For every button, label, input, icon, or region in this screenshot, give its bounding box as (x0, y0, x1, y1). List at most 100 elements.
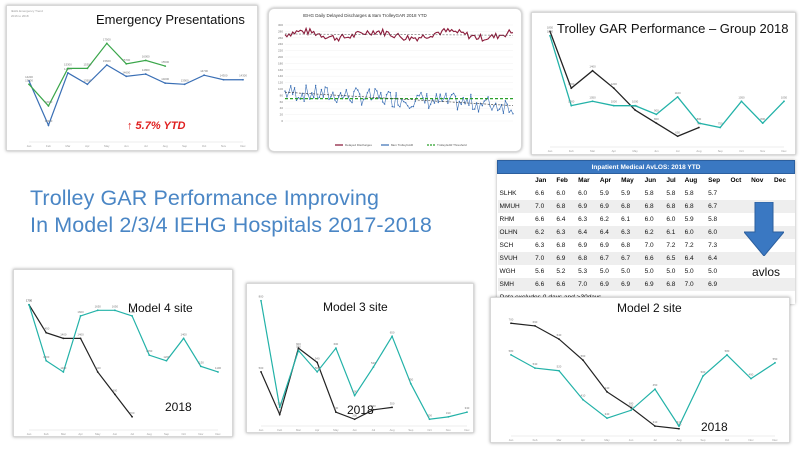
trolleygar-point (412, 105, 415, 108)
trolleygar-point (452, 92, 455, 95)
data-label: 1400 (589, 65, 596, 69)
data-label: 1400 (60, 332, 67, 336)
group-title: Trolley GAR Performance – Group 2018 (557, 21, 789, 36)
trolleygar-point (389, 91, 392, 94)
series-line (28, 304, 133, 418)
x-tick-label: Mar (296, 428, 301, 432)
x-tick-label: Sep (701, 438, 706, 442)
table-row: RHM 6.6 6.4 6.3 6.2 6.1 6.0 6.0 5.9 5.8 (498, 213, 795, 226)
series-line (28, 64, 243, 127)
x-tick-label: Feb (533, 438, 538, 442)
x-tick-label: May (632, 149, 638, 153)
data-label: 500 (701, 370, 706, 374)
trolleygar-point (351, 101, 353, 104)
avlos-cell: 5.8 (644, 189, 654, 197)
delayed-discharges-line (284, 26, 514, 43)
data-point (570, 104, 573, 107)
x-tick-label: Jan (548, 149, 553, 153)
data-point (45, 359, 48, 362)
month-column-header: Jun (642, 173, 665, 187)
trolleygar-point (383, 103, 386, 105)
avlos-cell: 6.8 (621, 241, 631, 249)
avlos-cell: 6.3 (554, 225, 577, 239)
x-tick-label: Apr (581, 438, 585, 442)
data-label: 310 (653, 420, 658, 424)
data-label: 13900 (25, 78, 33, 82)
avlos-cell: 6.9 (554, 251, 577, 265)
data-label: 10300 (45, 119, 53, 123)
x-tick-label: Apr (315, 428, 319, 432)
table-row: SLHK 6.6 6.0 6.0 5.9 5.9 5.8 5.8 5.8 5.7 (498, 187, 795, 200)
trolleygar-point (291, 93, 294, 95)
data-label: 1200 (611, 82, 618, 86)
trolleygar-point (349, 99, 351, 102)
month-column-header: May (619, 173, 643, 187)
data-label: 1050 (781, 95, 788, 99)
data-point (698, 122, 700, 125)
data-point (676, 96, 679, 98)
ehc-legend-delayed: Delayed Discharges (345, 143, 372, 147)
month-column-header: Jan (533, 173, 555, 187)
data-label: 640 (557, 333, 562, 337)
avlos-cell (772, 199, 795, 213)
series-line (510, 322, 680, 430)
x-tick-label: Jul (372, 428, 376, 432)
x-tick-label: Nov (760, 149, 766, 153)
data-label: 300 (352, 413, 357, 417)
avlos-cell: 6.8 (642, 199, 665, 213)
trolleygar-point (416, 94, 418, 97)
data-point (297, 349, 300, 352)
avlos-cell: 7.2 (666, 241, 676, 249)
x-tick-label: Jan (509, 438, 514, 442)
trolleygar-point (320, 88, 323, 91)
delayed-trendline (284, 33, 514, 36)
x-tick-label: Jan (27, 432, 32, 436)
data-label: 15600 (103, 59, 111, 63)
trolleygar-point (510, 109, 512, 111)
trolleygar-point (290, 85, 292, 87)
avlos-cell: 5.6 (535, 267, 545, 275)
avlos-cell: 6.6 (535, 189, 545, 197)
data-point (391, 335, 393, 338)
emergency-chart: Jan Feb Mar Apr May Jun Jul Aug Sep Oct Nov Dec 1420… (25, 37, 247, 148)
avlos-cell: 6.8 (664, 277, 683, 291)
trolleygar-point (472, 108, 474, 110)
site-cell: RHM (499, 215, 515, 223)
avlos-cell: 6.7 (706, 199, 729, 213)
data-point (591, 100, 594, 103)
data-point (217, 371, 219, 373)
site-cell: WGH (499, 267, 516, 275)
trolleygar-point (395, 92, 397, 94)
data-point (654, 425, 656, 427)
x-tick-label: Dec (241, 144, 247, 148)
data-point (655, 113, 658, 116)
data-label: 690 (533, 320, 538, 324)
x-tick-label: Nov (198, 432, 204, 436)
data-point (353, 394, 356, 397)
data-point (428, 418, 431, 421)
model4-chart: Jan Feb Mar Apr May Jun Jul Aug Sep Oct Nov Dec 1700… (26, 299, 222, 436)
data-point (391, 406, 393, 409)
trolleygar-point (443, 97, 445, 100)
trolleygar-point (460, 103, 462, 106)
data-point (740, 100, 743, 103)
trolleygar-point (359, 93, 361, 95)
data-label: 450 (408, 378, 413, 382)
y-tick-label: 80 (280, 93, 284, 97)
avlos-cell: 6.8 (619, 199, 643, 213)
series-line (28, 42, 166, 107)
avlos-cell: 6.9 (576, 199, 598, 213)
data-point (86, 67, 89, 70)
trolleygar-point (456, 109, 459, 111)
data-label: 340 (371, 404, 376, 408)
data-label: 450 (653, 383, 658, 387)
trolleygar-point (406, 105, 409, 107)
data-point (297, 347, 300, 350)
data-point (316, 370, 319, 373)
delayed-discharges-chart: 0 20 40 60 80 100 120 140 160 180 200 220 240 260 280 3… (278, 23, 514, 146)
data-point (242, 78, 244, 81)
trolleygar-point (314, 84, 317, 87)
data-point (79, 337, 82, 340)
emergency-small-title: IEHG Emergency Trend (11, 9, 43, 13)
avlos-cell: 6.0 (578, 189, 588, 197)
